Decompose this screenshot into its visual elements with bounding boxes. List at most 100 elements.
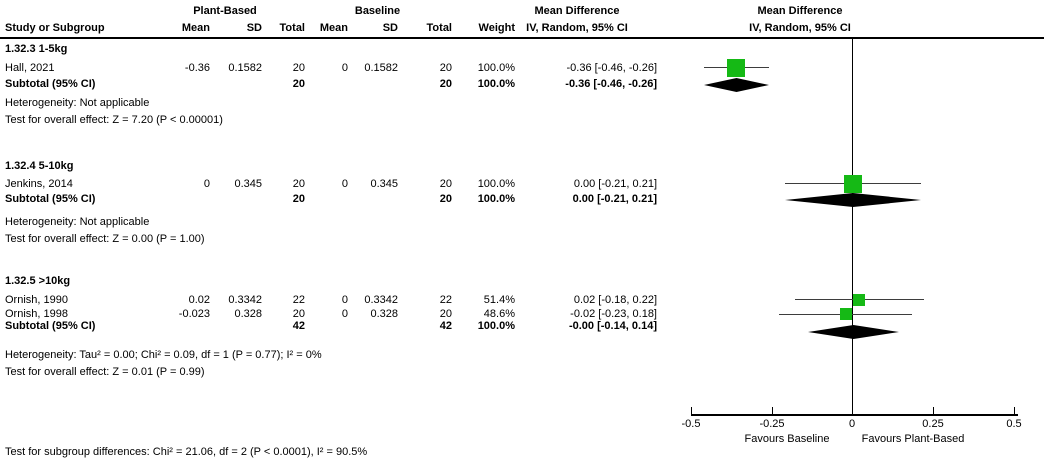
study-name: Ornish, 1998 — [5, 308, 68, 320]
total1-value: 20 — [292, 62, 305, 74]
subtotal-ci: -0.36 [-0.46, -0.26] — [565, 78, 657, 90]
sd1-value: 0.328 — [234, 308, 262, 320]
weight-value: 51.4% — [483, 294, 515, 306]
x-axis-line — [691, 414, 1018, 416]
favours-left-label: Favours Baseline — [744, 433, 830, 445]
sd2-value: 0.345 — [370, 178, 398, 190]
mean1-value: -0.023 — [178, 308, 210, 320]
overall-effect-note: Test for overall effect: Z = 0.01 (P = 0… — [5, 366, 205, 378]
subtotal-total2: 20 — [439, 78, 452, 90]
subtotal-diamond — [704, 78, 769, 92]
ci-value: -0.36 [-0.46, -0.26] — [566, 62, 658, 74]
sd1-value: 0.1582 — [228, 62, 262, 74]
overall-effect-note: Test for overall effect: Z = 0.00 (P = 1… — [5, 233, 205, 245]
weight-value: 100.0% — [477, 178, 515, 190]
mean2-column-header: Mean — [319, 22, 348, 34]
total1-column-header: Total — [279, 22, 305, 34]
mean1-column-header: Mean — [181, 22, 210, 34]
subgroup-label: 1.32.5 >10kg — [5, 275, 71, 287]
weight-value: 100.0% — [477, 62, 515, 74]
study-row: Hall, 2021 -0.36 0.1582 20 0 0.1582 20 1… — [0, 62, 660, 75]
subtotal-row: Subtotal (95% CI) 20 20 100.0% 0.00 [-0.… — [0, 193, 660, 206]
total2-value: 20 — [439, 178, 452, 190]
subtotal-weight: 100.0% — [477, 78, 515, 90]
study-row: Ornish, 1998 -0.023 0.328 20 0 0.328 20 … — [0, 308, 660, 321]
mean1-value: -0.36 — [184, 62, 210, 74]
tick-label: -0.5 — [681, 418, 701, 430]
weight-value: 48.6% — [483, 308, 515, 320]
tick-label: -0.25 — [759, 418, 785, 430]
ci-text-column-header: IV, Random, 95% CI — [526, 22, 628, 34]
study-name: Hall, 2021 — [5, 62, 55, 74]
axis-tick — [852, 407, 853, 416]
total1-value: 22 — [292, 294, 305, 306]
group-header-baseline: Baseline — [354, 5, 401, 17]
tick-label: 0.25 — [922, 418, 944, 430]
mean2-value: 0 — [341, 308, 348, 320]
mean2-value: 0 — [341, 294, 348, 306]
heterogeneity-note: Heterogeneity: Not applicable — [5, 97, 150, 109]
mean1-value: 0.02 — [188, 294, 210, 306]
subtotal-weight: 100.0% — [477, 193, 515, 205]
total2-value: 20 — [439, 308, 452, 320]
mean2-value: 0 — [341, 178, 348, 190]
sd1-column-header: SD — [246, 22, 262, 34]
subtotal-total1: 20 — [292, 193, 305, 205]
subtotal-label: Subtotal (95% CI) — [5, 78, 96, 90]
header-divider — [0, 37, 1044, 39]
total1-value: 20 — [292, 308, 305, 320]
sd2-value: 0.1582 — [364, 62, 398, 74]
md-plot-column-header: Mean Difference — [757, 5, 843, 17]
subtotal-label: Subtotal (95% CI) — [5, 320, 96, 332]
heterogeneity-note: Heterogeneity: Not applicable — [5, 216, 150, 228]
study-row: Ornish, 1990 0.02 0.3342 22 0 0.3342 22 … — [0, 294, 660, 307]
study-name: Ornish, 1990 — [5, 294, 68, 306]
study-marker — [844, 175, 862, 193]
study-marker — [853, 294, 865, 306]
study-name: Jenkins, 2014 — [5, 178, 73, 190]
subgroup-label: 1.32.3 1-5kg — [5, 43, 68, 55]
subtotal-row: Subtotal (95% CI) 20 20 100.0% -0.36 [-0… — [0, 78, 660, 91]
subtotal-total1: 20 — [292, 78, 305, 90]
mean1-value: 0 — [203, 178, 210, 190]
group-header-plant-based: Plant-Based — [193, 5, 257, 17]
axis-tick — [691, 407, 692, 416]
total2-column-header: Total — [426, 22, 452, 34]
mean2-value: 0 — [341, 62, 348, 74]
subtotal-diamond — [785, 193, 921, 207]
column-header-row: Study or Subgroup Mean SD Total Mean SD … — [0, 22, 1044, 35]
sd2-value: 0.328 — [370, 308, 398, 320]
tick-label: 0.5 — [1006, 418, 1022, 430]
subtotal-total2: 20 — [439, 193, 452, 205]
study-column-header: Study or Subgroup — [5, 22, 105, 34]
ci-value: 0.00 [-0.21, 0.21] — [573, 178, 657, 190]
subtotal-ci: 0.00 [-0.21, 0.21] — [572, 193, 657, 205]
study-row: Jenkins, 2014 0 0.345 20 0 0.345 20 100.… — [0, 178, 660, 191]
axis-tick — [1014, 407, 1015, 416]
ci-plot-column-header: IV, Random, 95% CI — [749, 22, 851, 34]
subtotal-weight: 100.0% — [477, 320, 515, 332]
subtotal-total1: 42 — [292, 320, 305, 332]
total2-value: 22 — [439, 294, 452, 306]
total2-value: 20 — [439, 62, 452, 74]
subgroup-differences-note: Test for subgroup differences: Chi² = 21… — [5, 446, 368, 458]
subtotal-label: Subtotal (95% CI) — [5, 193, 96, 205]
axis-tick — [933, 407, 934, 416]
subgroup-label: 1.32.4 5-10kg — [5, 160, 74, 172]
ci-value: -0.02 [-0.23, 0.18] — [570, 308, 657, 320]
tick-label: 0 — [848, 418, 856, 430]
heterogeneity-note: Heterogeneity: Tau² = 0.00; Chi² = 0.09,… — [5, 349, 322, 361]
overall-effect-note: Test for overall effect: Z = 7.20 (P < 0… — [5, 114, 223, 126]
subtotal-diamond — [808, 325, 899, 339]
subtotal-total2: 42 — [439, 320, 452, 332]
subtotal-ci: -0.00 [-0.14, 0.14] — [568, 320, 657, 332]
subtotal-row: Subtotal (95% CI) 42 42 100.0% -0.00 [-0… — [0, 320, 660, 333]
zero-line — [852, 39, 853, 416]
sd2-column-header: SD — [382, 22, 398, 34]
axis-tick — [772, 407, 773, 416]
favours-right-label: Favours Plant-Based — [861, 433, 965, 445]
sd2-value: 0.3342 — [364, 294, 398, 306]
weight-column-header: Weight — [478, 22, 515, 34]
study-marker — [840, 308, 852, 320]
